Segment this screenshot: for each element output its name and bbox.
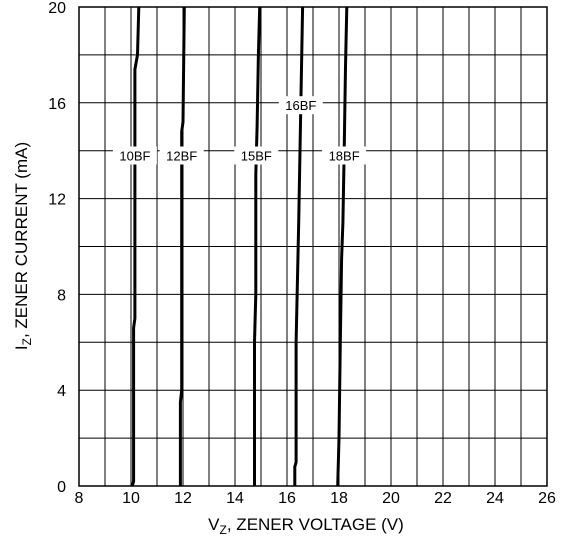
y-tick-label: 16 [48, 96, 66, 113]
series-label-background [159, 146, 204, 165]
x-tick-label: 18 [330, 490, 348, 507]
y-axis-label-subscript: Z [20, 338, 34, 345]
y-axis-label-rest: , ZENER CURRENT (mA) [12, 142, 31, 338]
y-axis-label: IZ, ZENER CURRENT (mA) [12, 142, 34, 350]
x-tick-label: 12 [174, 490, 192, 507]
x-axis-label-rest: , ZENER VOLTAGE (V) [227, 515, 404, 534]
y-tick-label: 8 [57, 287, 66, 304]
grid [78, 6, 548, 487]
x-tick-label: 24 [486, 490, 504, 507]
series-line-12BF [178, 6, 186, 486]
series-label-15BF: 15BF [241, 148, 272, 163]
x-tick-label: 14 [226, 490, 244, 507]
x-tick-labels: 8 10 12 14 16 18 20 22 24 26 [75, 490, 556, 507]
y-tick-label: 12 [48, 192, 66, 209]
y-tick-label: 4 [57, 383, 66, 400]
x-tick-label: 26 [538, 490, 556, 507]
series-label-12BF: 12BF [166, 148, 197, 163]
series-line-16BF [293, 6, 305, 486]
y-tick-labels: 0 4 8 12 16 20 [48, 0, 66, 496]
curve-labels: 10BF 12BF 15BF 16BF 18BF [112, 96, 367, 165]
series-line-15BF [253, 6, 262, 486]
x-axis-label: VZ, ZENER VOLTAGE (V) [208, 515, 404, 537]
series-label-background [234, 146, 279, 165]
series-label-10BF: 10BF [119, 148, 150, 163]
x-tick-label: 8 [75, 490, 84, 507]
series-line-10BF [130, 6, 141, 487]
y-tick-label: 20 [48, 0, 66, 17]
y-axis-label-main: I [12, 345, 31, 350]
x-axis-label-main: V [208, 515, 220, 534]
series-line-18BF [336, 6, 349, 487]
x-tick-label: 16 [278, 490, 296, 507]
x-axis-label-subscript: Z [220, 523, 227, 537]
series-label-background [112, 146, 157, 165]
plot-frame [78, 6, 548, 487]
x-tick-label: 20 [382, 490, 400, 507]
series-label-16BF: 16BF [285, 98, 316, 113]
curves [130, 6, 349, 487]
series-label-background [278, 96, 323, 115]
y-tick-label: 0 [57, 479, 66, 496]
series-label-18BF: 18BF [329, 148, 360, 163]
x-tick-label: 22 [434, 490, 452, 507]
series-label-background [322, 146, 367, 165]
x-tick-label: 10 [122, 490, 140, 507]
